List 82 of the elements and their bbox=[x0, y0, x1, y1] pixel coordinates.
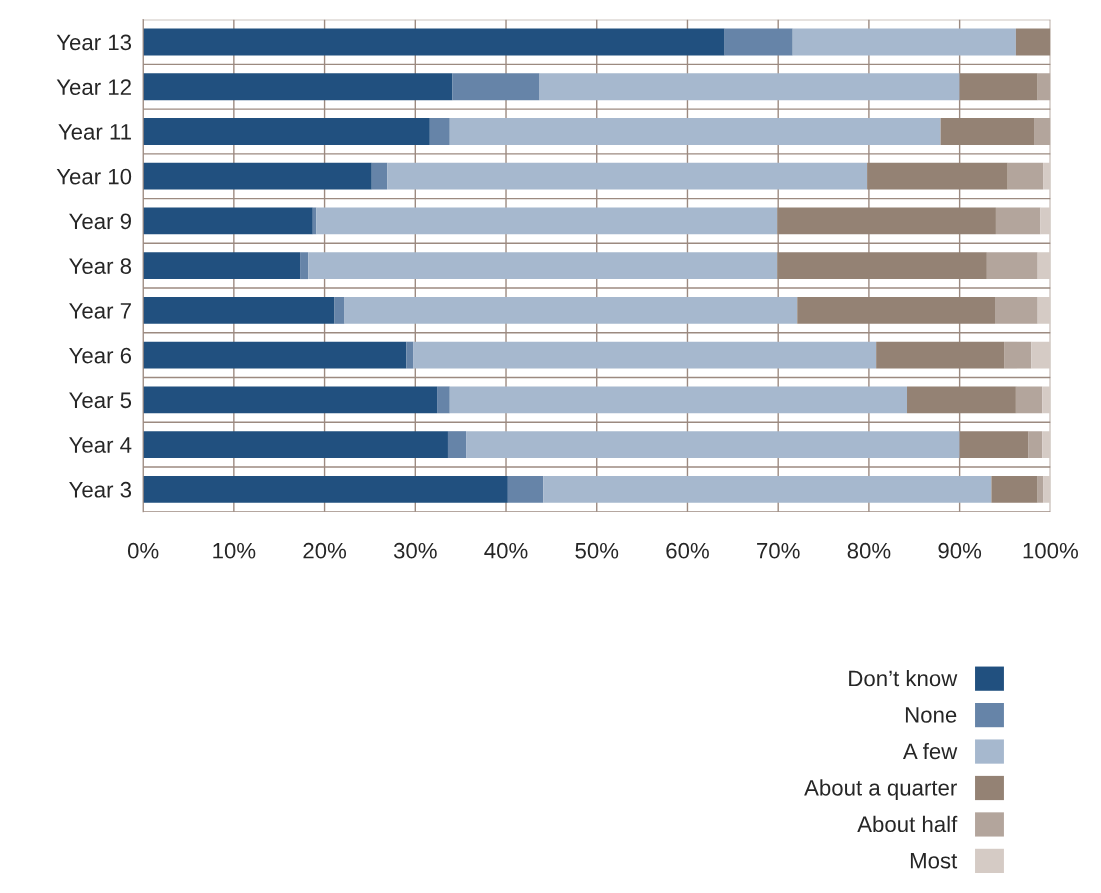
y-tick-label: Year 4 bbox=[69, 437, 132, 453]
bar bbox=[1034, 118, 1051, 145]
x-tick-label: 30% bbox=[393, 542, 437, 559]
bar bbox=[449, 118, 941, 145]
legend-label: A few bbox=[902, 742, 958, 760]
bar bbox=[1007, 162, 1044, 190]
x-tick-label: 70% bbox=[757, 542, 800, 559]
bar bbox=[995, 296, 1038, 324]
bar bbox=[143, 207, 313, 235]
legend-label: About a quarter bbox=[804, 779, 957, 801]
bar bbox=[143, 386, 438, 414]
y-tick-label: Year 10 bbox=[56, 168, 132, 185]
bar bbox=[995, 207, 1041, 235]
bar bbox=[334, 296, 345, 324]
bar bbox=[143, 341, 407, 369]
bar bbox=[1028, 431, 1043, 459]
x-tick-label: 60% bbox=[666, 542, 709, 559]
bar bbox=[1037, 252, 1051, 280]
bar bbox=[387, 162, 868, 190]
bar bbox=[449, 386, 908, 414]
x-tick-label: 90% bbox=[938, 542, 982, 559]
bar bbox=[792, 28, 1016, 56]
bar bbox=[344, 296, 798, 324]
y-tick-label: Year 11 bbox=[58, 124, 131, 140]
y-tick-label: Year 12 bbox=[56, 79, 131, 96]
x-tick-label: 100% bbox=[1023, 542, 1078, 559]
x-tick-label: 20% bbox=[303, 542, 347, 559]
bar bbox=[466, 431, 960, 459]
bar bbox=[1015, 386, 1043, 414]
bar bbox=[959, 431, 1029, 459]
legend-label: Don’t know bbox=[849, 670, 958, 687]
bar bbox=[413, 341, 877, 369]
bar bbox=[143, 475, 508, 503]
bar bbox=[308, 252, 778, 280]
bar bbox=[1043, 475, 1051, 503]
bar bbox=[507, 475, 544, 503]
bar bbox=[1043, 162, 1051, 190]
bar bbox=[143, 296, 335, 324]
bar bbox=[991, 475, 1038, 503]
bar bbox=[539, 73, 960, 101]
y-tick-label: Year 6 bbox=[69, 347, 132, 364]
y-tick-label: Year 9 bbox=[69, 213, 131, 230]
legend-label: None bbox=[905, 707, 957, 723]
bar bbox=[1042, 431, 1051, 459]
x-tick-label: 80% bbox=[847, 542, 891, 559]
bar bbox=[143, 28, 725, 56]
y-tick-label: Year 5 bbox=[69, 392, 132, 409]
bar bbox=[371, 162, 388, 190]
bar bbox=[143, 73, 453, 101]
bar bbox=[1031, 341, 1051, 369]
x-tick-label: 50% bbox=[575, 542, 619, 559]
bar bbox=[316, 207, 778, 235]
bar bbox=[1040, 207, 1051, 235]
y-tick-label: Year 3 bbox=[69, 481, 132, 498]
y-tick-label: Year 8 bbox=[69, 258, 132, 274]
bar bbox=[959, 73, 1038, 101]
y-tick-label: Year 13 bbox=[56, 34, 132, 51]
bar bbox=[1037, 296, 1051, 324]
bar bbox=[437, 386, 450, 414]
bar bbox=[300, 252, 309, 280]
x-tick-label: 10% bbox=[213, 542, 256, 559]
bar bbox=[1015, 28, 1051, 56]
bar bbox=[143, 431, 448, 459]
bar bbox=[452, 73, 540, 101]
bar bbox=[1037, 73, 1051, 101]
bar bbox=[543, 475, 992, 503]
y-tick-label: Year 7 bbox=[69, 303, 131, 319]
legend-label: About half bbox=[857, 815, 958, 833]
bar bbox=[143, 252, 301, 280]
bar bbox=[143, 118, 430, 145]
x-tick-label: 40% bbox=[484, 542, 528, 559]
bar bbox=[406, 341, 414, 369]
x-tick-label: 0% bbox=[127, 542, 159, 559]
bar bbox=[143, 162, 372, 190]
bar bbox=[1037, 475, 1044, 503]
bar bbox=[986, 252, 1038, 280]
bar bbox=[1004, 341, 1032, 369]
bar bbox=[429, 118, 450, 145]
legend-label: Most bbox=[910, 853, 958, 869]
bar bbox=[447, 431, 467, 459]
bar bbox=[724, 28, 793, 56]
bar bbox=[1042, 386, 1051, 414]
